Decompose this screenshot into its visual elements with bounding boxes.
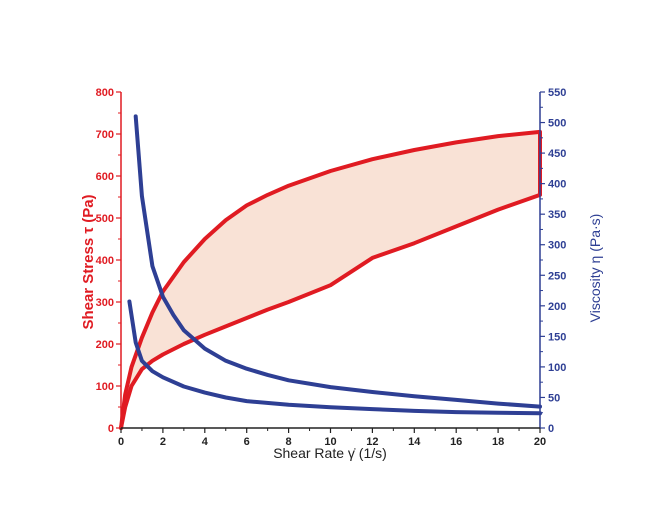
left-y-tick-label: 400 (96, 255, 114, 267)
right-y-tick-label: 300 (548, 240, 566, 252)
right-y-tick-label: 400 (548, 179, 566, 191)
shaded-band (121, 131, 540, 428)
right-y-tick-label: 550 (548, 87, 566, 99)
x-tick-label: 12 (366, 436, 378, 448)
axes-layer: 0100200300400500600700800050100150200250… (96, 87, 567, 448)
x-tick-label: 20 (534, 436, 546, 448)
right-y-tick-label: 450 (548, 148, 566, 160)
x-tick-label: 0 (118, 436, 124, 448)
viscosity-curve-2 (127, 299, 542, 416)
x-axis-title: Shear Rate γ̇ (1/s) (273, 445, 387, 461)
left-y-tick-label: 300 (96, 297, 114, 309)
right-y-axis-title: Viscosity η (Pa·s) (587, 214, 603, 323)
right-y-tick-label: 350 (548, 209, 566, 221)
left-y-tick-label: 600 (96, 171, 114, 183)
left-y-axis-title: Shear Stress τ (Pa) (80, 194, 97, 329)
curve-layer (119, 114, 542, 430)
left-y-tick-label: 700 (96, 129, 114, 141)
right-y-tick-label: 0 (548, 423, 554, 435)
right-y-tick-label: 500 (548, 118, 566, 130)
x-tick-label: 14 (408, 436, 421, 448)
viscosity-curve-1 (133, 114, 542, 409)
right-y-tick-label: 50 (548, 392, 560, 404)
shear-stress-curve-2 (119, 192, 542, 430)
left-y-tick-label: 500 (96, 213, 114, 225)
x-tick-label: 6 (244, 436, 250, 448)
right-y-tick-label: 200 (548, 301, 566, 313)
left-y-tick-label: 800 (96, 87, 114, 99)
left-y-tick-label: 0 (108, 423, 114, 435)
left-y-tick-label: 100 (96, 381, 114, 393)
right-y-tick-label: 150 (548, 331, 566, 343)
left-y-tick-label: 200 (96, 339, 114, 351)
x-tick-label: 18 (492, 436, 504, 448)
x-tick-label: 4 (202, 436, 209, 448)
shear-stress-curve-1 (119, 129, 542, 430)
right-y-tick-label: 250 (548, 270, 566, 282)
shaded-band-layer (121, 131, 540, 428)
x-tick-label: 16 (450, 436, 462, 448)
x-tick-label: 8 (286, 436, 292, 448)
right-y-tick-label: 100 (548, 362, 566, 374)
x-tick-label: 10 (324, 436, 336, 448)
x-tick-label: 2 (160, 436, 166, 448)
